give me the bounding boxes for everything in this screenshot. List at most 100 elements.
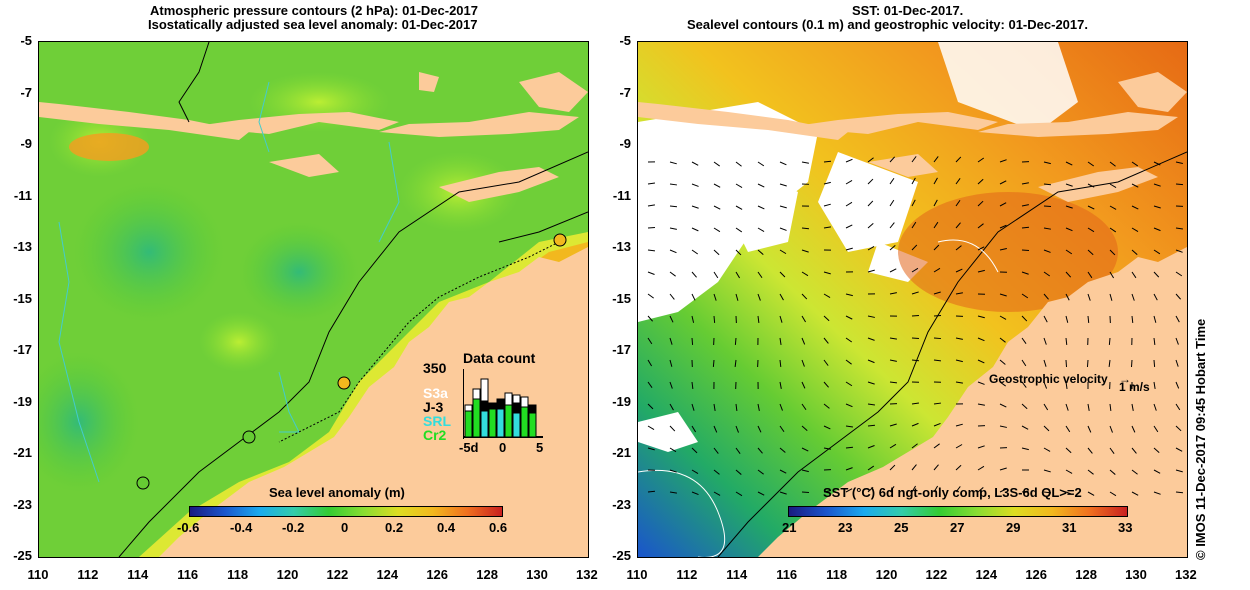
velocity-arrow [823, 181, 831, 185]
y-axis-tick: -25 [13, 548, 32, 563]
velocity-arrow [911, 291, 919, 295]
left-colorbar-title: Sea level anomaly (m) [269, 485, 405, 500]
data-count-inset: Data count 350 S3a J-3 SRL Cr2 -5d 0 5 [421, 347, 551, 457]
velocity-arrow [867, 223, 874, 229]
velocity-arrow [1108, 337, 1111, 346]
velocity-arrow [691, 447, 698, 454]
y-axis-tick: -9 [619, 136, 631, 151]
velocity-arrow [955, 359, 963, 363]
velocity-arrow [669, 469, 677, 473]
velocity-arrow [779, 381, 782, 389]
velocity-arrow [713, 447, 719, 454]
velocity-arrow [1087, 227, 1095, 233]
velocity-arrow [845, 381, 853, 387]
velocity-arrow [1043, 315, 1048, 323]
velocity-arrow [1131, 161, 1139, 167]
sea-level-anomaly-map: Data count 350 S3a J-3 SRL Cr2 -5d 0 5 S [38, 41, 589, 558]
velocity-arrow [933, 221, 939, 229]
velocity-arrow [1065, 249, 1073, 255]
left-cbar-tick: 0.2 [385, 520, 404, 535]
velocity-arrow [911, 314, 920, 317]
velocity-arrow [823, 381, 829, 388]
velocity-arrow [867, 178, 874, 185]
velocity-arrow [647, 403, 654, 410]
velocity-arrow [889, 292, 897, 295]
velocity-arrow [1021, 359, 1027, 367]
velocity-arrow [1043, 183, 1052, 186]
velocity-arrow [977, 359, 985, 364]
velocity-arrow [823, 425, 831, 430]
velocity-arrow [977, 381, 985, 385]
velocity-arrow [779, 271, 786, 278]
y-axis-tick: -7 [20, 84, 32, 100]
x-axis-tick: 132 [1175, 567, 1197, 582]
velocity-arrow [1087, 183, 1095, 188]
velocity-arrow [1065, 205, 1073, 209]
velocity-arrow [1043, 491, 1052, 494]
velocity-arrow [1175, 447, 1183, 452]
velocity-arrow [977, 315, 985, 319]
velocity-arrow [1175, 227, 1183, 230]
velocity-arrow [1131, 271, 1137, 279]
velocity-arrow [1131, 315, 1134, 324]
velocity-arrow [713, 183, 721, 188]
velocity-arrow [1065, 491, 1073, 495]
y-axis-tick: -25 [612, 548, 631, 563]
velocity-arrow [867, 337, 875, 341]
left-title-line2: Isostatically adjusted sea level anomaly… [148, 17, 478, 32]
x-axis-tick: 124 [376, 567, 399, 582]
velocity-arrow [1087, 469, 1094, 475]
velocity-arrow [1175, 359, 1179, 367]
velocity-arrow [933, 291, 941, 295]
inset-bars [463, 369, 543, 439]
velocity-arrow [691, 337, 694, 346]
velocity-arrow [955, 156, 962, 163]
velocity-arrow [955, 444, 963, 449]
velocity-arrow [757, 315, 760, 324]
velocity-arrow [801, 425, 808, 431]
velocity-arrow [735, 205, 743, 210]
velocity-arrow [1131, 205, 1139, 210]
velocity-arrow [867, 246, 875, 251]
velocity-arrow [713, 293, 717, 301]
x-axis-tick: 118 [227, 567, 249, 582]
velocity-arrow [1175, 425, 1182, 432]
velocity-arrow [735, 249, 742, 256]
velocity-arrow [691, 403, 695, 411]
velocity-arrow [1175, 161, 1183, 164]
inset-xlabel-5: 5 [536, 440, 544, 455]
velocity-arrow [757, 227, 765, 232]
velocity-arrow [1153, 403, 1157, 411]
velocity-arrow [669, 381, 673, 389]
velocity-arrow [713, 469, 720, 475]
right-cbar-tick: 27 [950, 520, 965, 535]
velocity-arrow [933, 244, 940, 251]
velocity-arrow [1153, 381, 1156, 389]
y-axis-tick: -19 [13, 393, 32, 409]
right-cbar-tick: 21 [782, 520, 797, 535]
velocity-arrow [1065, 403, 1069, 411]
velocity-arrow [691, 161, 699, 166]
velocity-arrow [669, 359, 673, 367]
velocity-arrow [867, 403, 876, 406]
x-axis-tick: 116 [177, 567, 199, 582]
y-axis-tick: -15 [13, 290, 32, 306]
velocity-arrow [933, 337, 942, 340]
velocity-arrow [779, 315, 783, 323]
x-axis-tick: 128 [476, 567, 498, 582]
velocity-arrow [867, 465, 875, 471]
velocity-arrow [845, 180, 853, 185]
velocity-arrow [823, 271, 831, 275]
velocity-arrow [669, 293, 675, 300]
velocity-arrow [1065, 183, 1073, 187]
velocity-arrow [1021, 204, 1029, 207]
right-colorbar-ticks: 21 23 25 27 29 31 33 [782, 520, 1132, 536]
left-cbar-tick: -0.4 [230, 520, 253, 535]
velocity-arrow [735, 293, 739, 301]
velocity-arrow [691, 315, 695, 323]
velocity-arrow [823, 160, 832, 163]
velocity-arrow [1021, 425, 1029, 430]
velocity-arrow [691, 469, 699, 475]
velocity-arrow [933, 199, 938, 207]
velocity-arrow [955, 337, 963, 340]
